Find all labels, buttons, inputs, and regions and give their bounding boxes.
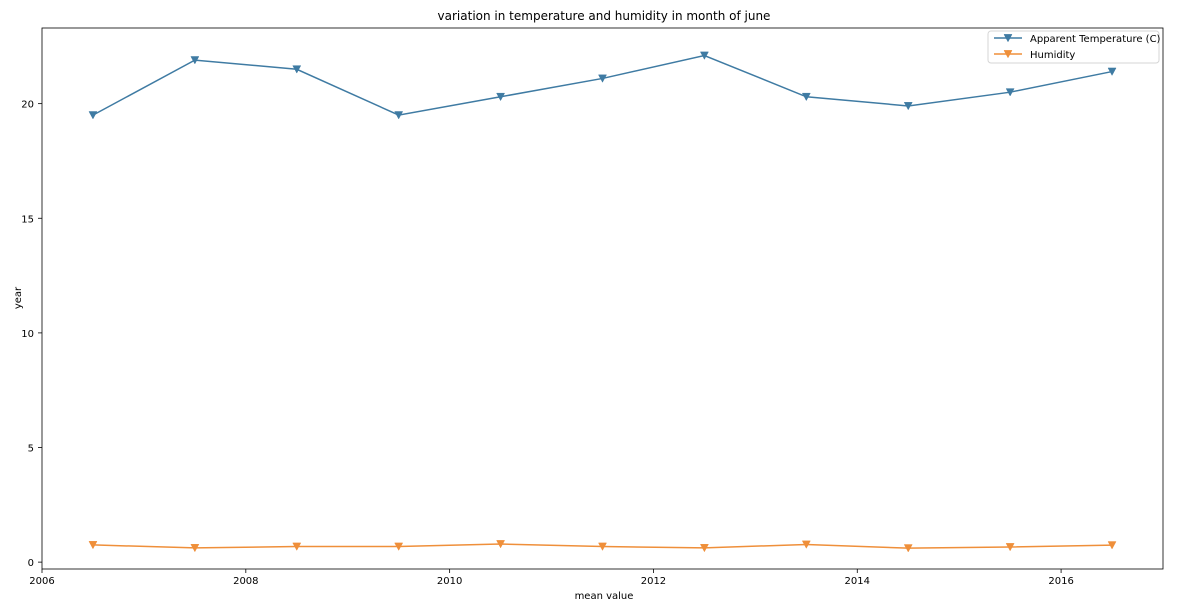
legend-marker: [1003, 34, 1013, 43]
data-point: [801, 92, 811, 102]
data-point: [190, 544, 200, 553]
data-point: [88, 541, 98, 550]
plot-area: [41, 27, 1164, 570]
x-axis-ticks: 2006 2008 2010 2012 2014 2016: [29, 569, 1074, 587]
data-point: [394, 542, 404, 551]
y-axis-label: year: [13, 286, 24, 309]
y-tick-label: 10: [21, 329, 34, 340]
y-tick-label: 20: [21, 100, 34, 111]
x-tick-label: 2010: [437, 576, 462, 587]
data-point: [394, 111, 404, 120]
legend-label: Humidity: [1030, 50, 1075, 61]
data-point: [1107, 67, 1117, 76]
y-tick-label: 0: [28, 558, 34, 569]
legend-label: Apparent Temperature (C): [1030, 34, 1161, 45]
data-point: [801, 540, 811, 549]
data-point: [88, 111, 98, 120]
data-point: [496, 540, 506, 549]
data-point: [1107, 541, 1117, 550]
series-1: [88, 540, 1117, 553]
data-point: [496, 92, 506, 102]
y-axis-ticks: 0 5 10 15 20: [21, 100, 42, 569]
x-axis-label: mean value: [575, 591, 634, 602]
series-layer: [88, 51, 1117, 553]
data-point: [1005, 543, 1015, 552]
legend-box: [987, 30, 1160, 64]
y-tick-label: 15: [21, 214, 34, 225]
data-point: [903, 102, 913, 111]
data-point: [699, 544, 709, 553]
data-point: [292, 542, 302, 551]
legend: Apparent Temperature (C) Humidity: [987, 30, 1161, 64]
data-point: [1005, 88, 1015, 97]
x-tick-label: 2014: [845, 576, 870, 587]
data-point: [903, 544, 913, 553]
series-0: [88, 51, 1117, 120]
x-tick-label: 2016: [1048, 576, 1073, 587]
legend-marker: [1003, 50, 1013, 59]
data-point: [598, 542, 607, 551]
data-point: [190, 56, 200, 65]
y-tick-label: 5: [28, 444, 34, 455]
x-tick-label: 2008: [233, 576, 258, 587]
x-tick-label: 2006: [29, 576, 54, 587]
data-point: [699, 51, 709, 60]
chart-title: variation in temperature and humidity in…: [438, 9, 771, 23]
x-tick-label: 2012: [641, 576, 666, 587]
data-point: [598, 74, 607, 83]
data-point: [292, 65, 302, 74]
